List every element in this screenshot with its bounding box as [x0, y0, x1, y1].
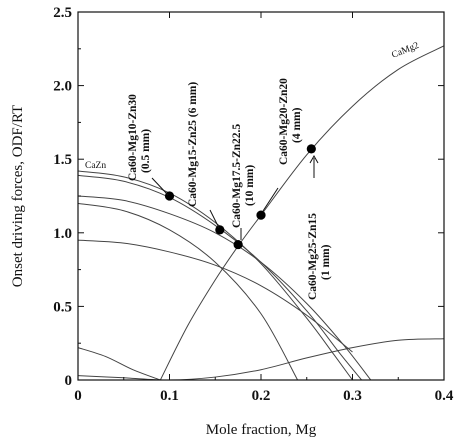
- y-tick-label-5: 2.5: [53, 5, 72, 21]
- leader-2: [209, 209, 220, 229]
- annotation-5-line-2: (1 mm): [320, 244, 332, 280]
- x-tick-label-3: 0.3: [343, 388, 362, 404]
- annotation-1-line-1: Ca60-Mg10-Zn30: [127, 94, 139, 181]
- series-line-7: [77, 347, 161, 381]
- annotation-3-line-1: Ca60-Mg17.5-Zn22.5: [231, 124, 243, 228]
- data-point-3: [233, 239, 243, 250]
- x-tick-label-1: 0.1: [160, 388, 179, 404]
- annotation-1-line-2: (0.5 mm): [140, 129, 152, 173]
- curve-label-cazn: CaZn: [85, 161, 106, 171]
- leader-4: [262, 187, 279, 212]
- leader-5-arrowhead: [309, 154, 319, 164]
- annotation-ca60-mg20-zn20: Ca60-Mg20-Zn20 (4 mm): [278, 75, 303, 165]
- data-point-5: [306, 144, 316, 154]
- annotation-ca60-mg10-zn30: Ca60-Mg10-Zn30 (0.5 mm): [127, 91, 152, 181]
- annotation-4-line-2: (4 mm): [291, 107, 303, 143]
- y-axis-title: Onset driving forces, ODF/RT: [10, 105, 26, 287]
- series-line-5: [77, 239, 353, 353]
- annotation-5-line-1: Ca60-Mg25-Zn15: [307, 213, 319, 300]
- series-line-3: [77, 195, 372, 381]
- y-tick-label-0: 0: [65, 373, 73, 389]
- x-tick-label-2: 0.2: [252, 388, 271, 404]
- y-tick-label-1: 0.5: [53, 299, 72, 315]
- leader-1: [151, 177, 169, 196]
- x-tick-label-4: 0.4: [435, 388, 454, 404]
- annotation-ca60-mg17-5-zn22-5: Ca60-Mg17.5-Zn22.5 (10 mm): [231, 121, 256, 228]
- annotation-ca60-mg25-zn15: Ca60-Mg25-Zn15 (1 mm): [307, 210, 332, 300]
- y-tick-label-4: 2.0: [53, 79, 72, 95]
- series-line-4: [77, 202, 299, 381]
- ticks-layer: 0 0.1 0.2 0.3 0.4 0 0.5 1.0 1.5 2.0 2.5: [53, 5, 454, 404]
- series-line-8: [77, 338, 445, 381]
- annotation-3-line-2: (10 mm): [244, 165, 256, 206]
- x-axis-title: Mole fraction, Mg: [206, 422, 317, 438]
- annotation-2-line-1: Ca60-Mg15-Zn25 (6 mm): [187, 82, 199, 207]
- curve-label-camg2: CaMg2: [390, 41, 420, 61]
- y-tick-label-2: 1.0: [53, 226, 72, 242]
- plot-frame: [77, 11, 445, 381]
- data-point-2: [215, 225, 225, 235]
- x-tick-label-0: 0: [74, 388, 82, 404]
- data-point-4: [256, 210, 266, 220]
- annotation-4-line-1: Ca60-Mg20-Zn20: [278, 78, 290, 165]
- y-tick-label-3: 1.5: [53, 152, 72, 168]
- annotation-ca60-mg15-zn25: Ca60-Mg15-Zn25 (6 mm): [187, 82, 199, 207]
